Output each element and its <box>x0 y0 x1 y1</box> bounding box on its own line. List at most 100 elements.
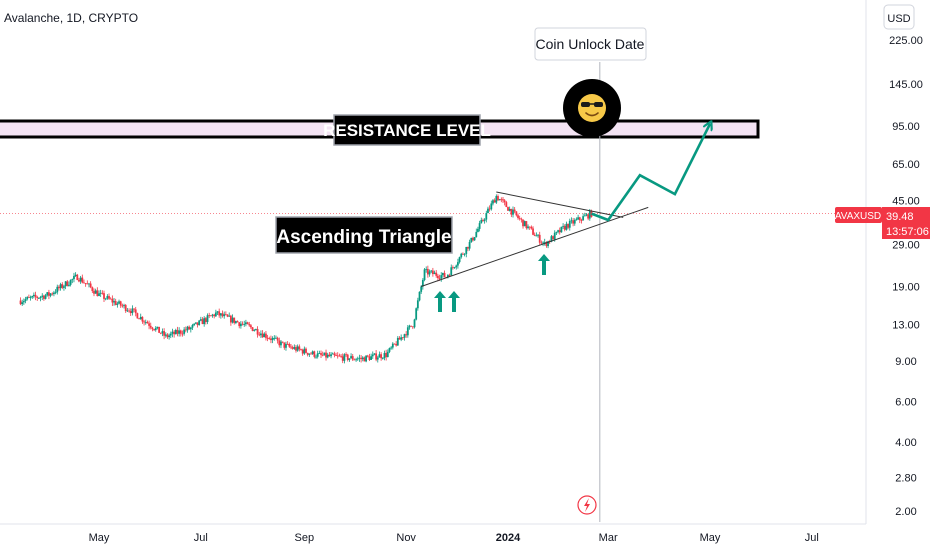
candle <box>69 279 72 287</box>
candle <box>355 357 357 362</box>
candle <box>34 291 37 301</box>
currency-label: USD <box>887 13 910 25</box>
candle <box>558 227 561 235</box>
candle <box>453 266 456 269</box>
candle <box>203 316 206 327</box>
candle <box>53 290 55 297</box>
candle <box>41 293 44 301</box>
candle <box>275 335 277 339</box>
candle <box>475 228 478 238</box>
event-marker[interactable] <box>577 495 597 515</box>
candle <box>291 345 294 350</box>
candle <box>358 354 361 362</box>
candle <box>198 319 201 326</box>
currency-button[interactable]: USD <box>883 4 915 30</box>
candle <box>535 232 538 237</box>
candle <box>123 303 125 309</box>
price-tick-label: 65.00 <box>892 159 920 171</box>
candle <box>336 352 339 359</box>
candle <box>328 352 331 357</box>
triangle-upper-line[interactable] <box>496 191 624 218</box>
candle <box>193 323 196 327</box>
candle <box>129 308 132 316</box>
time-tick-label: May <box>700 532 721 544</box>
candle <box>395 341 398 347</box>
candle <box>114 298 117 306</box>
candle <box>233 317 236 325</box>
candle <box>154 326 157 332</box>
candle <box>313 350 316 359</box>
candle <box>545 241 548 248</box>
candle <box>560 226 563 233</box>
candle <box>158 326 160 333</box>
candle <box>305 347 307 354</box>
candle <box>338 353 341 357</box>
candle <box>99 289 102 297</box>
price-scale[interactable]: 225.00 145.00 95.00 65.00 45.00 29.00 19.00 13.… <box>889 35 923 518</box>
candle <box>455 264 458 270</box>
candle <box>493 198 496 203</box>
candle <box>216 311 219 315</box>
candle <box>525 220 528 230</box>
candle <box>278 337 281 348</box>
candle <box>300 348 302 351</box>
symbol-title[interactable]: Avalanche, 1D, CRYPTO <box>4 11 138 25</box>
candle <box>26 296 29 301</box>
resistance-zone[interactable]: RESISTANCE LEVEL <box>0 114 760 146</box>
candle <box>66 279 69 287</box>
time-scale[interactable]: May Jul Sep Nov 2024 Mar May Jul <box>89 532 819 544</box>
candle <box>245 319 247 327</box>
candle <box>228 312 231 317</box>
candle <box>260 330 262 338</box>
candle <box>286 341 289 345</box>
candle <box>346 353 349 362</box>
candle <box>119 300 122 308</box>
candle <box>273 335 276 341</box>
candle <box>44 293 47 300</box>
candle <box>497 194 499 201</box>
candle <box>411 326 414 330</box>
candle <box>71 278 74 284</box>
pattern-label[interactable]: Ascending Triangle <box>275 216 453 254</box>
candle <box>340 353 342 358</box>
candle <box>321 351 324 357</box>
candle <box>258 331 261 337</box>
candle <box>436 273 439 282</box>
candle <box>391 342 394 350</box>
coin-unlock-callout[interactable]: Coin Unlock Date <box>534 27 647 61</box>
projection-arrow[interactable] <box>591 124 711 222</box>
candle <box>345 352 347 357</box>
candle <box>371 351 374 359</box>
candle <box>370 353 373 360</box>
candle <box>431 267 434 277</box>
candle <box>485 210 488 223</box>
candle <box>443 270 446 278</box>
candle <box>164 332 167 338</box>
candle <box>74 272 77 277</box>
candle <box>266 334 269 342</box>
candle <box>348 358 351 362</box>
candle <box>208 312 211 319</box>
candle <box>410 325 413 327</box>
candle <box>567 223 569 230</box>
candle <box>204 317 207 325</box>
candle <box>533 232 536 237</box>
candle <box>54 289 57 295</box>
candle <box>388 347 391 354</box>
candle <box>161 328 164 337</box>
currency-button-frame[interactable] <box>883 4 915 30</box>
triangle-lower-line[interactable] <box>421 206 649 287</box>
candle <box>380 352 383 361</box>
candle <box>98 290 100 297</box>
candle <box>189 326 192 333</box>
candle <box>36 295 39 301</box>
price-tick-label: 95.00 <box>892 121 920 133</box>
candle <box>460 252 463 259</box>
up-arrow-icon <box>448 291 460 312</box>
candle <box>532 226 534 236</box>
candle <box>401 337 404 340</box>
candle <box>416 297 419 311</box>
candle <box>174 328 177 335</box>
